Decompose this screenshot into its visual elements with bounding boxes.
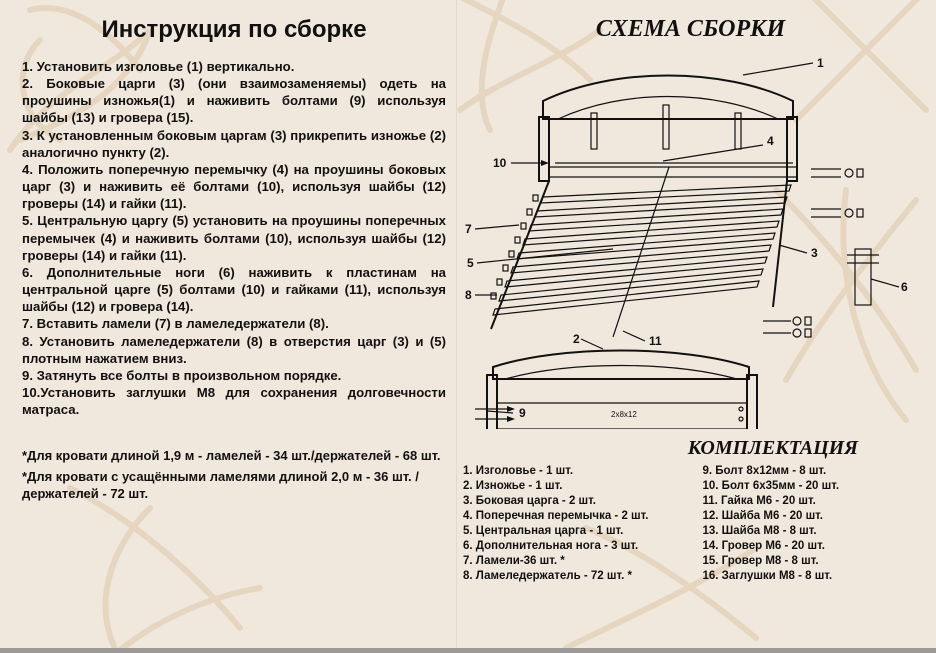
equipment-col-left: 1. Изголовье - 1 шт. 2. Изножье - 1 шт. … xyxy=(463,464,679,584)
step-9: 9. Затянуть все болты в произвольном пор… xyxy=(22,367,446,384)
diagram-label-5: 5 xyxy=(467,256,474,270)
equip-15: 15. Гровер М8 - 8 шт. xyxy=(703,554,919,569)
diagram-label-10: 10 xyxy=(493,156,507,170)
equip-10: 10. Болт 6х35мм - 20 шт. xyxy=(703,479,919,494)
note-2: *Для кровати с усащёнными ламелями длино… xyxy=(22,469,446,502)
step-7: 7. Вставить ламели (7) в ламеледержатели… xyxy=(22,315,446,332)
step-6: 6. Дополнительные ноги (6) наживить к пл… xyxy=(22,264,446,315)
equip-14: 14. Гровер М6 - 20 шт. xyxy=(703,539,919,554)
page: Инструкция по сборке 1. Установить изгол… xyxy=(0,0,936,648)
step-1: 1. Установить изголовье (1) вертикально. xyxy=(22,58,446,75)
right-column: СХЕМА СБОРКИ xyxy=(456,0,936,648)
diagram-label-8: 8 xyxy=(465,288,472,302)
equip-13: 13. Шайба М8 - 8 шт. xyxy=(703,524,919,539)
schema-title: СХЕМА СБОРКИ xyxy=(463,16,918,43)
step-4: 4. Положить поперечную перемычку (4) на … xyxy=(22,161,446,212)
equip-9: 9. Болт 8х12мм - 8 шт. xyxy=(703,464,919,479)
diagram-label-11: 11 xyxy=(649,334,662,348)
bottom-shadow xyxy=(0,648,936,653)
diagram-label-9: 9 xyxy=(519,406,526,420)
equip-4: 4. Поперечная перемычка - 2 шт. xyxy=(463,509,679,524)
assembly-diagram: 2x8x12 xyxy=(463,49,913,429)
equipment-col-right: 9. Болт 8х12мм - 8 шт. 10. Болт 6х35мм -… xyxy=(703,464,919,584)
equip-1: 1. Изголовье - 1 шт. xyxy=(463,464,679,479)
step-10: 10.Установить заглушки М8 для сохранения… xyxy=(22,384,446,418)
diagram-label-7: 7 xyxy=(465,222,472,236)
equip-16: 16. Заглушки М8 - 8 шт. xyxy=(703,569,919,584)
equip-2: 2. Изножье - 1 шт. xyxy=(463,479,679,494)
left-column: Инструкция по сборке 1. Установить изгол… xyxy=(0,0,456,648)
equip-6: 6. Дополнительная нога - 3 шт. xyxy=(463,539,679,554)
diagram-label-3: 3 xyxy=(811,246,818,260)
diagram-label-6: 6 xyxy=(901,280,908,294)
diagram-label-1: 1 xyxy=(817,56,824,70)
assembly-steps: 1. Установить изголовье (1) вертикально.… xyxy=(22,58,446,418)
equipment-title: КОМПЛЕКТАЦИЯ xyxy=(463,437,918,460)
step-2: 2. Боковые царги (3) (они взаимозаменяем… xyxy=(22,75,446,126)
assembly-title: Инструкция по сборке xyxy=(22,16,446,44)
step-3: 3. К установленным боковым царгам (3) пр… xyxy=(22,127,446,161)
step-8: 8. Установить ламеледержатели (8) в отве… xyxy=(22,333,446,367)
diagram-label-2x8x12: 2x8x12 xyxy=(611,410,637,419)
equip-5: 5. Центральная царга - 1 шт. xyxy=(463,524,679,539)
equip-3: 3. Боковая царга - 2 шт. xyxy=(463,494,679,509)
diagram-label-2: 2 xyxy=(573,332,580,346)
note-1: *Для кровати длиной 1,9 м - ламелей - 34… xyxy=(22,448,446,465)
diagram-label-4: 4 xyxy=(767,134,774,148)
equip-11: 11. Гайка М6 - 20 шт. xyxy=(703,494,919,509)
equip-8: 8. Ламеледержатель - 72 шт. * xyxy=(463,569,679,584)
equipment-list: 1. Изголовье - 1 шт. 2. Изножье - 1 шт. … xyxy=(463,464,918,584)
assembly-notes: *Для кровати длиной 1,9 м - ламелей - 34… xyxy=(22,448,446,502)
equip-7: 7. Ламели-36 шт. * xyxy=(463,554,679,569)
step-5: 5. Центральную царгу (5) установить на п… xyxy=(22,212,446,263)
equip-12: 12. Шайба М6 - 20 шт. xyxy=(703,509,919,524)
